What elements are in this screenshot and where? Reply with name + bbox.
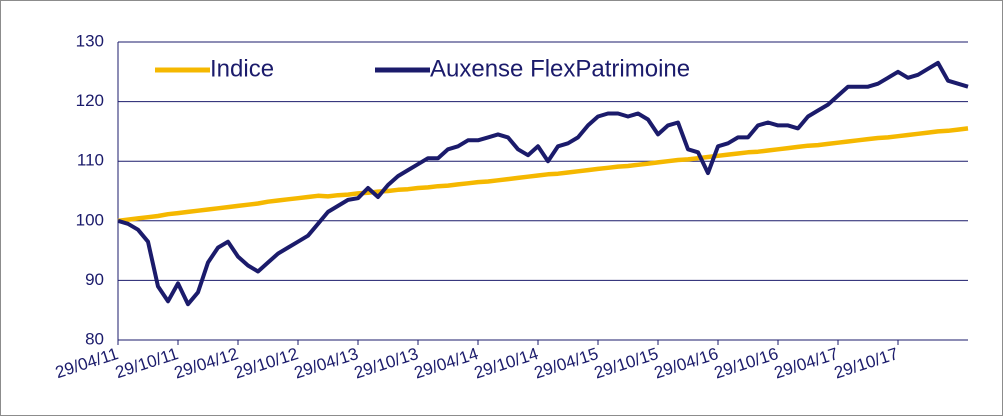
y-tick-label: 90 — [85, 270, 104, 289]
y-tick-label: 110 — [77, 151, 104, 170]
y-tick-label: 130 — [76, 31, 104, 50]
y-tick-label: 100 — [76, 210, 104, 229]
series-line — [117, 126, 969, 224]
y-tick-label: 120 — [76, 91, 104, 110]
y-tick-label: 80 — [85, 329, 104, 348]
legend-label: Auxense FlexPatrimoine — [430, 55, 690, 82]
series-line — [117, 60, 969, 307]
legend-label: Indice — [210, 55, 274, 82]
